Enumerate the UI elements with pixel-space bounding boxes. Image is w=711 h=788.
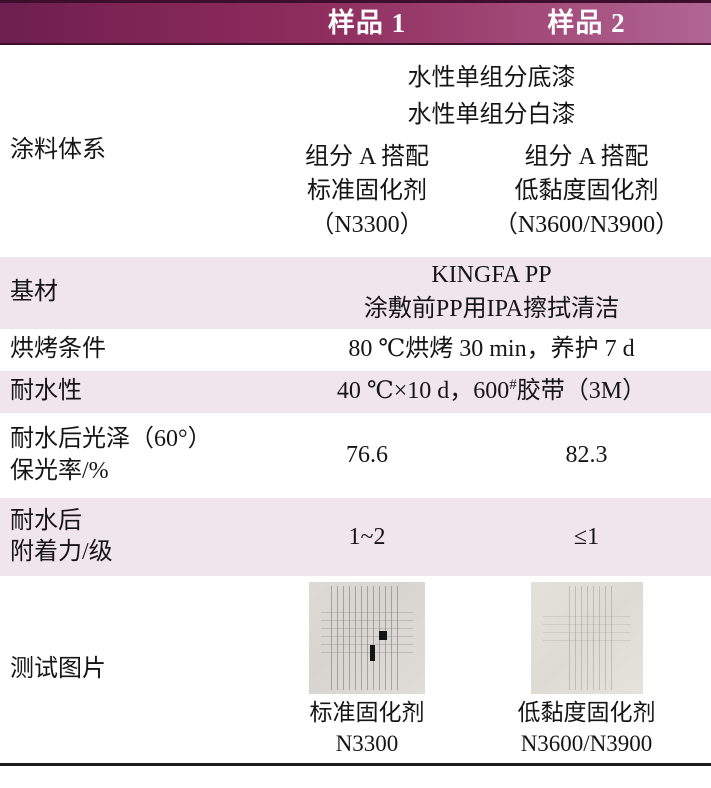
row-label-gloss-retention: 耐水后光泽（60°） 保光率/%	[0, 424, 272, 486]
gloss-retention-label-line-1: 耐水后光泽（60°）	[10, 426, 212, 453]
coating-system-sample-2-line-2: 低黏度固化剂	[514, 178, 659, 205]
table-row-test-photos: 测试图片	[0, 576, 711, 766]
coating-system-sample-1: 组分 A 搭配 标准固化剂 （N3300）	[272, 140, 462, 242]
table-header-row: 样品 1 样品 2	[0, 0, 711, 45]
test-photo-1-caption: 标准固化剂 N3300	[272, 698, 462, 759]
table-row-water-resistance: 耐水性 40 ℃×10 d，600#胶带（3M）	[0, 371, 711, 413]
substrate-value: KINGFA PP 涂敷前PP用IPA擦拭清洁	[272, 259, 711, 326]
test-photo-2-caption-line-2: N3600/N3900	[520, 730, 653, 756]
water-resistance-superscript: #	[509, 377, 517, 394]
test-photo-area: 标准固化剂 N3300	[272, 576, 711, 763]
water-resistance-prefix: 40 ℃×10 d，600	[336, 378, 510, 405]
coating-system-sample-2: 组分 A 搭配 低黏度固化剂 （N3600/N3900）	[462, 140, 711, 242]
test-photo-2-caption: 低黏度固化剂 N3600/N3900	[462, 698, 711, 759]
water-resistance-value: 40 ℃×10 d，600#胶带（3M）	[272, 375, 711, 409]
table-row-coating-system: 涂料体系 水性单组分底漆 水性单组分白漆 组分 A 搭配 标准固化剂 （N330…	[0, 45, 711, 257]
adhesion-label-line-1: 耐水后	[10, 507, 82, 534]
crosshatch-test-panel-2-image	[530, 582, 643, 695]
test-photo-sample-1: 标准固化剂 N3300	[272, 582, 462, 759]
coating-system-shared-line-1: 水性单组分底漆	[407, 64, 576, 91]
water-resistance-suffix: 胶带（3M）	[516, 378, 647, 405]
gloss-retention-label-line-2: 保光率/%	[10, 457, 109, 484]
bake-condition-value: 80 ℃烘烤 30 min，养护 7 d	[348, 336, 635, 363]
adhesion-sample-2: ≤1	[573, 523, 600, 550]
coating-system-sample-1-line-2: 标准固化剂	[307, 178, 427, 205]
adhesion-sample-1: 1~2	[348, 523, 386, 550]
coating-system-sample-2-line-1: 组分 A 搭配	[524, 144, 649, 171]
coating-system-sample-1-line-1: 组分 A 搭配	[304, 144, 429, 171]
coating-system-columns: 组分 A 搭配 标准固化剂 （N3300） 组分 A 搭配 低黏度固化剂 （N3…	[272, 140, 711, 242]
test-photo-1-caption-line-1: 标准固化剂	[309, 700, 425, 726]
gloss-retention-sample-1: 76.6	[346, 442, 388, 469]
table-row-substrate: 基材 KINGFA PP 涂敷前PP用IPA擦拭清洁	[0, 257, 711, 329]
table-row-gloss-retention: 耐水后光泽（60°） 保光率/% 76.6 82.3	[0, 413, 711, 498]
crosshatch-test-panel-1-image	[309, 582, 425, 695]
coating-system-sample-1-line-3: （N3300）	[310, 212, 424, 239]
coating-system-shared-line-2: 水性单组分白漆	[407, 101, 576, 128]
test-photo-sample-2: 低黏度固化剂 N3600/N3900	[462, 582, 711, 759]
row-label-bake-condition: 烘烤条件	[10, 336, 106, 363]
header-col-sample-1: 样品 1	[327, 7, 407, 38]
substrate-line-1: KINGFA PP	[431, 262, 552, 289]
test-photo-1-caption-line-2: N3300	[335, 730, 399, 756]
coating-system-values: 水性单组分底漆 水性单组分白漆 组分 A 搭配 标准固化剂 （N3300） 组分…	[272, 60, 711, 243]
table-row-adhesion: 耐水后 附着力/级 1~2 ≤1	[0, 498, 711, 576]
row-label-water-resistance: 耐水性	[10, 378, 82, 405]
row-label-coating-system: 涂料体系	[10, 137, 106, 164]
substrate-line-2: 涂敷前PP用IPA擦拭清洁	[363, 296, 620, 322]
row-label-test-photos: 测试图片	[10, 655, 106, 682]
row-label-adhesion: 耐水后 附着力/级	[0, 506, 272, 568]
table-row-bake-condition: 烘烤条件 80 ℃烘烤 30 min，养护 7 d	[0, 329, 711, 371]
gloss-retention-sample-2: 82.3	[565, 442, 608, 469]
adhesion-label-line-2: 附着力/级	[10, 539, 113, 565]
header-col-sample-2: 样品 2	[547, 7, 626, 38]
test-photo-2-caption-line-1: 低黏度固化剂	[517, 700, 656, 726]
row-label-substrate: 基材	[10, 279, 58, 306]
coating-system-sample-2-line-3: （N3600/N3900）	[493, 212, 680, 239]
